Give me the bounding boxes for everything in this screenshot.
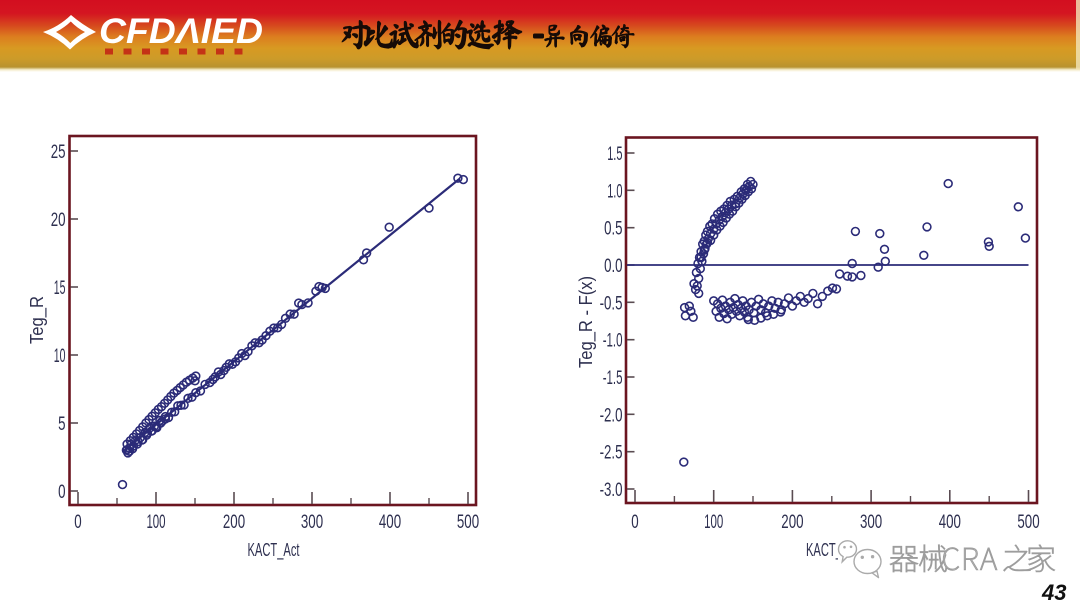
svg-text:-3.0: -3.0 [600, 480, 623, 501]
svg-text:200: 200 [781, 512, 803, 533]
svg-text:-0.5: -0.5 [600, 293, 623, 314]
svg-text:Teg_R: Teg_R [27, 296, 48, 344]
svg-text:100: 100 [704, 512, 723, 533]
svg-text:20: 20 [51, 210, 66, 231]
svg-text:-1.5: -1.5 [603, 368, 623, 389]
svg-text:-2.0: -2.0 [600, 405, 623, 426]
svg-text:0.0: 0.0 [604, 256, 622, 277]
svg-text:-2.5: -2.5 [600, 443, 623, 464]
svg-text:500: 500 [457, 512, 479, 533]
svg-text:400: 400 [379, 512, 401, 533]
svg-text:0: 0 [631, 512, 638, 533]
svg-text:0.5: 0.5 [604, 219, 622, 240]
svg-text:43: 43 [1041, 580, 1066, 605]
svg-text:100: 100 [146, 512, 165, 533]
svg-text:-1.0: -1.0 [603, 331, 623, 352]
svg-text:5: 5 [58, 414, 65, 435]
svg-text:10: 10 [54, 346, 66, 367]
svg-text:1.5: 1.5 [607, 144, 622, 165]
svg-text:1.0: 1.0 [607, 181, 622, 202]
svg-text:0: 0 [74, 512, 81, 533]
svg-text:400: 400 [939, 512, 961, 533]
svg-text:500: 500 [1017, 512, 1039, 533]
svg-text:Teg_R - F(x): Teg_R - F(x) [576, 276, 597, 368]
svg-text:300: 300 [301, 512, 323, 533]
svg-text:15: 15 [54, 278, 66, 299]
svg-text:200: 200 [223, 512, 245, 533]
svg-text:0: 0 [58, 482, 65, 503]
svg-text:CFDΛIED: CFDΛIED [99, 12, 263, 51]
svg-text:KACT_Act: KACT_Act [248, 540, 300, 561]
svg-text:25: 25 [51, 142, 66, 163]
svg-text:300: 300 [860, 512, 882, 533]
